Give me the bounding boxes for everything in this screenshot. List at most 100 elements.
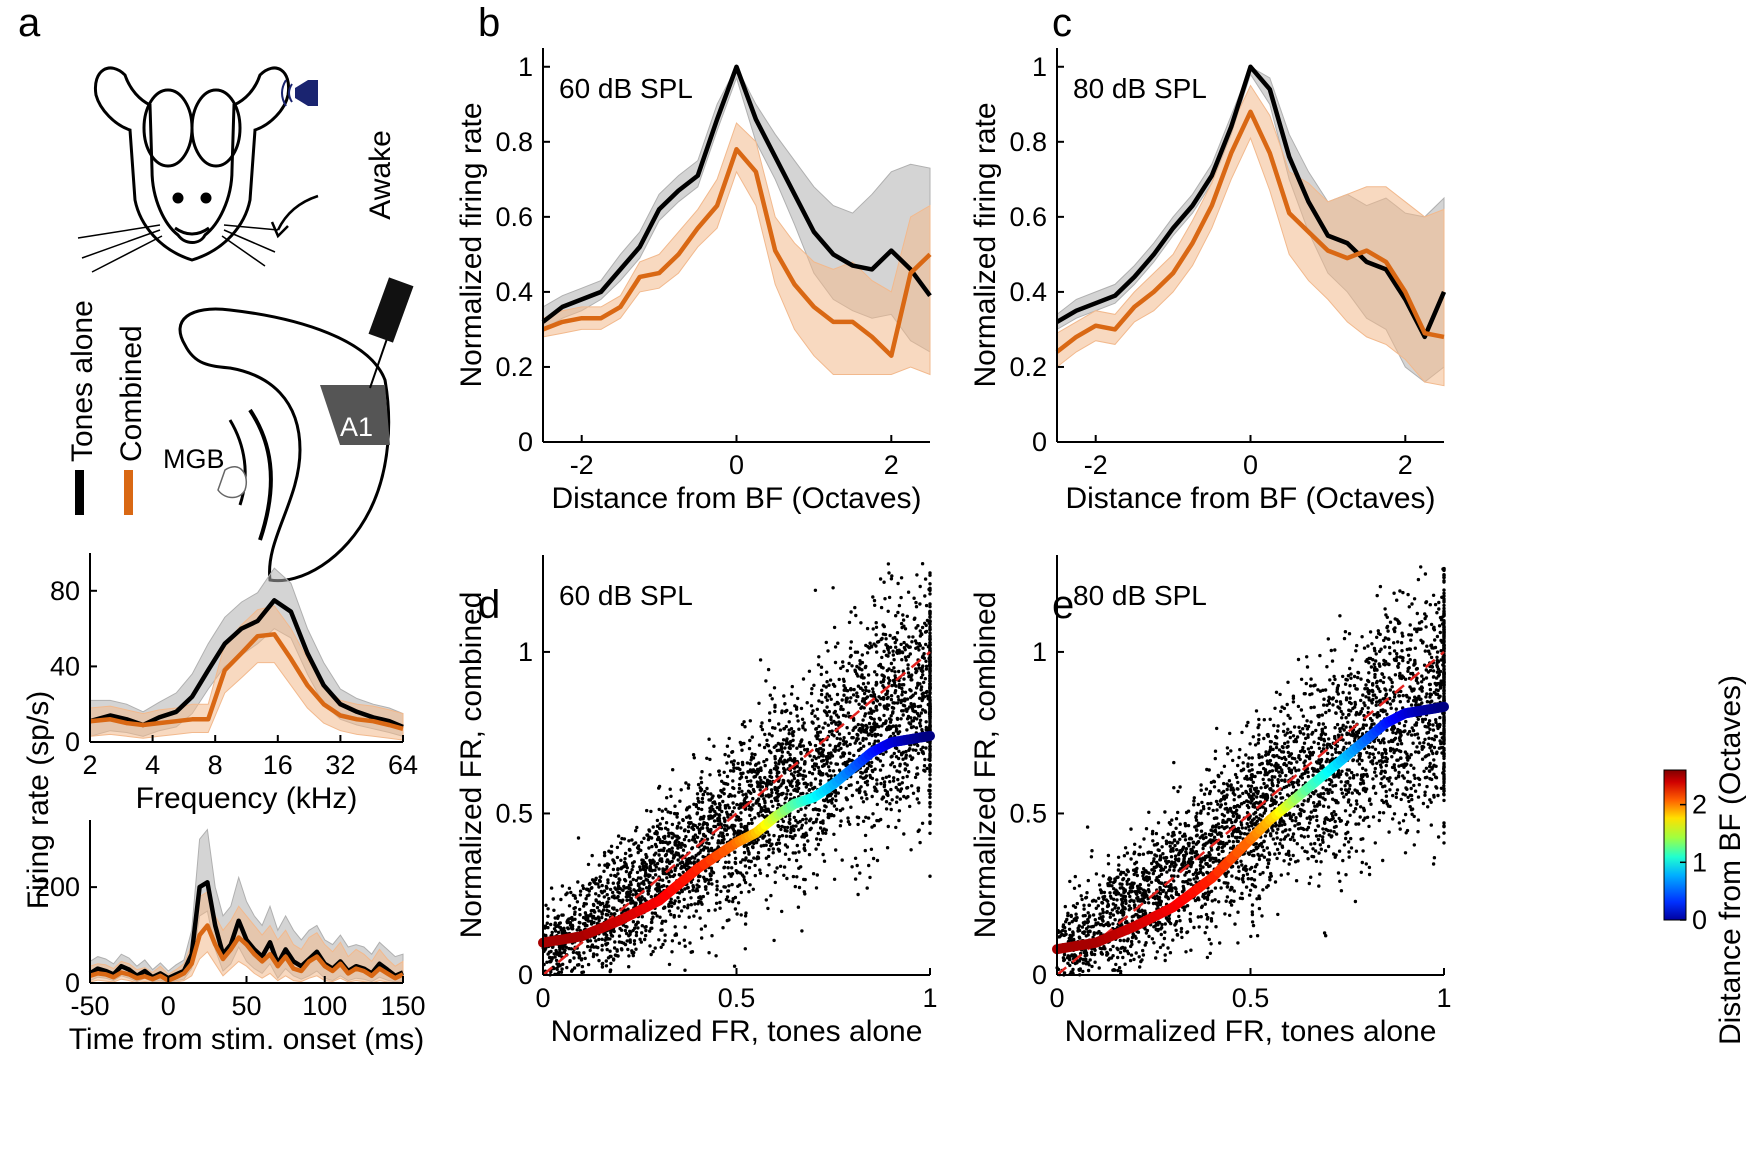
- scatter-point: [793, 770, 797, 774]
- scatter-point: [634, 901, 638, 905]
- scatter-point: [691, 823, 696, 827]
- scatter-point: [845, 689, 850, 693]
- scatter-point: [1416, 818, 1421, 822]
- scatter-point: [696, 879, 701, 883]
- scatter-point: [791, 874, 796, 879]
- scatter-point: [810, 687, 814, 691]
- scatter-point: [899, 642, 903, 647]
- scatter-point: [1179, 930, 1184, 934]
- scatter-point: [632, 939, 637, 943]
- scatter-point: [698, 874, 702, 879]
- scatter-point: [757, 761, 761, 765]
- scatter-point: [1101, 874, 1106, 878]
- scatter-point: [795, 843, 799, 848]
- scatter-point: [752, 841, 756, 846]
- scatter-point: [588, 948, 592, 953]
- mgb-label: MGB: [163, 444, 225, 474]
- scatter-point: [1284, 773, 1288, 778]
- scatter-point: [1127, 908, 1131, 912]
- scatter-point: [807, 788, 812, 792]
- scatter-point: [676, 896, 680, 900]
- scatter-point: [649, 895, 653, 899]
- scatter-point: [703, 845, 707, 849]
- scatter-point: [700, 826, 705, 830]
- scatter-point: [1062, 971, 1067, 975]
- scatter-point: [717, 819, 722, 823]
- scatter-point: [555, 966, 559, 971]
- scatter-point: [832, 832, 836, 836]
- scatter-point: [793, 851, 797, 855]
- scatter-point: [865, 783, 870, 787]
- scatter-point: [758, 784, 763, 789]
- scatter-point: [692, 914, 696, 918]
- scatter-point: [913, 704, 917, 708]
- scatter-point: [825, 772, 829, 776]
- scatter-point: [600, 915, 604, 920]
- scatter-point: [664, 821, 669, 825]
- scatter-point: [835, 762, 840, 766]
- scatter-point: [782, 727, 786, 731]
- scatter-point: [1151, 871, 1156, 876]
- scatter-point: [606, 881, 610, 885]
- scatter-point: [803, 892, 807, 896]
- scatter-point: [635, 870, 640, 875]
- y-tick-label: 0.8: [1009, 127, 1047, 157]
- scatter-point: [754, 762, 758, 766]
- scatter-point: [763, 732, 767, 737]
- scatter-point: [770, 734, 774, 738]
- scatter-point: [553, 955, 557, 959]
- scatter-point: [848, 700, 852, 704]
- scatter-point: [1403, 851, 1408, 855]
- scatter-point: [923, 577, 928, 581]
- scatter-point: [553, 916, 557, 920]
- scatter-point: [1080, 925, 1085, 929]
- scatter-point: [1427, 736, 1431, 740]
- scatter-point: [1213, 898, 1217, 902]
- scatter-point: [765, 781, 769, 785]
- scatter-point: [839, 707, 843, 711]
- scatter-point: [841, 677, 846, 681]
- scatter-point: [775, 768, 779, 772]
- scatter-point: [810, 772, 815, 776]
- scatter-point: [826, 754, 830, 759]
- scatter-point: [1246, 784, 1251, 788]
- scatter-point: [903, 690, 908, 694]
- scatter-point: [833, 745, 838, 749]
- scatter-point: [895, 717, 900, 721]
- scatter-point: [743, 828, 747, 833]
- scatter-point: [789, 772, 794, 776]
- scatter-point: [747, 866, 752, 870]
- scatter-point: [810, 758, 814, 762]
- scatter-point: [834, 848, 838, 852]
- scatter-point: [890, 761, 895, 765]
- scatter-point: [704, 877, 709, 882]
- scatter-point: [1442, 724, 1446, 728]
- scatter-point: [882, 649, 886, 654]
- scatter-point: [705, 756, 709, 760]
- scatter-point: [916, 624, 920, 628]
- scatter-point: [644, 928, 648, 933]
- scatter-point: [718, 806, 722, 810]
- scatter-point: [657, 807, 661, 812]
- scatter-point: [641, 864, 645, 868]
- scatter-point: [1338, 729, 1342, 734]
- scatter-point: [1226, 784, 1231, 788]
- series-line-tones: [1055, 64, 1447, 340]
- scatter-point: [765, 758, 769, 762]
- scatter-point: [1296, 657, 1301, 662]
- scatter-point: [1432, 675, 1436, 679]
- scatter-point: [671, 856, 676, 860]
- scatter-point: [699, 900, 703, 905]
- scatter-point: [894, 684, 898, 688]
- scatter-point: [1276, 912, 1280, 917]
- scatter-point: [899, 699, 904, 703]
- scatter-point: [792, 776, 797, 781]
- scatter-point: [1366, 706, 1370, 710]
- scatter-point: [712, 800, 717, 804]
- scatter-point: [677, 900, 681, 904]
- scatter-point: [647, 828, 651, 832]
- scatter-point: [1337, 849, 1342, 853]
- scatter-point: [909, 695, 913, 700]
- scatter-point: [1395, 788, 1400, 792]
